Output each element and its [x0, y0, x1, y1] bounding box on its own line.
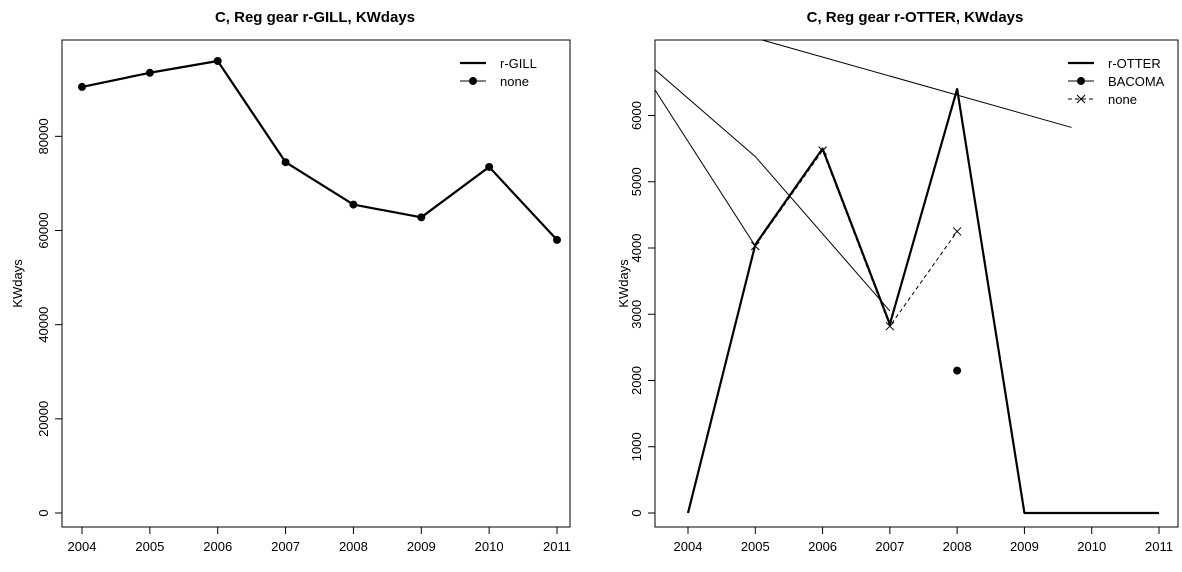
- reference-line: [760, 40, 1072, 128]
- data-point: [952, 227, 962, 236]
- x-tick-label: 2009: [407, 539, 436, 554]
- legend-label: none: [1108, 92, 1137, 107]
- plot-area: [78, 57, 561, 244]
- legend-label: none: [500, 74, 529, 89]
- data-point: [553, 235, 561, 244]
- x-tick-label: 2008: [339, 539, 368, 554]
- y-tick-label: 5000: [629, 167, 644, 196]
- data-point: [485, 162, 494, 171]
- data-point: [145, 68, 154, 77]
- data-point: [417, 213, 426, 222]
- x-tick-label: 2005: [135, 539, 164, 554]
- y-axis-label: KWdays: [616, 259, 631, 308]
- series-line: [81, 59, 558, 241]
- x-tick-label: 2007: [271, 539, 300, 554]
- y-tick-label: 0: [629, 509, 644, 516]
- data-point: [78, 82, 86, 91]
- legend-marker: [1077, 77, 1085, 85]
- legend-label: r-OTTER: [1108, 56, 1161, 71]
- series-line: [81, 60, 558, 241]
- series-line: [686, 87, 1159, 515]
- legend-marker: [1076, 94, 1086, 104]
- x-tick-label: 2009: [1010, 539, 1039, 554]
- reference-line: [655, 89, 756, 247]
- legend-marker: [469, 77, 477, 85]
- data-point: [349, 200, 358, 209]
- chart-title: C, Reg gear r-OTTER, KWdays: [807, 9, 1024, 26]
- data-point: [213, 57, 222, 65]
- y-axis-label: KWdays: [10, 259, 25, 308]
- x-tick-label: 2006: [808, 539, 837, 554]
- data-point: [953, 366, 962, 375]
- x-tick-label: 2004: [68, 539, 97, 554]
- series-line: [754, 149, 958, 328]
- x-tick-label: 2010: [1077, 539, 1106, 554]
- y-tick-label: 40000: [36, 307, 51, 343]
- reference-line: [655, 69, 891, 312]
- y-tick-label: 60000: [36, 212, 51, 248]
- x-tick-label: 2011: [543, 539, 571, 554]
- x-tick-label: 2010: [475, 539, 504, 554]
- plot-frame: [61, 39, 571, 528]
- x-tick-label: 2008: [943, 539, 972, 554]
- legend-label: BACOMA: [1108, 74, 1165, 89]
- y-tick-label: 3000: [629, 300, 644, 329]
- data-point: [885, 321, 895, 331]
- y-tick-label: 0: [36, 509, 51, 516]
- x-tick-label: 2006: [203, 539, 232, 554]
- data-point: [281, 158, 290, 167]
- y-tick-label: 1000: [629, 432, 644, 461]
- data-point: [818, 146, 827, 155]
- y-tick-label: 80000: [36, 118, 51, 154]
- x-tick-label: 2004: [674, 539, 703, 554]
- chart-panel-2: C, Reg gear r-OTTER, KWdays KWdays 2004 200…: [616, 9, 1179, 554]
- y-tick-label: 4000: [629, 234, 644, 263]
- plot-frame: [654, 39, 1179, 528]
- y-tick-label: 20000: [36, 401, 51, 437]
- chart-title: C, Reg gear r-GILL, KWdays: [215, 9, 415, 26]
- plot-area: [655, 40, 1159, 515]
- x-tick-label: 2007: [875, 539, 904, 554]
- x-tick-label: 2011: [1145, 539, 1173, 554]
- chart-panel-1: C, Reg gear r-GILL, KWdays KWdays 2004 2005…: [10, 9, 571, 554]
- data-point: [750, 241, 760, 251]
- legend-label: r-GILL: [500, 56, 537, 71]
- y-tick-label: 6000: [629, 101, 644, 130]
- y-tick-label: 2000: [629, 366, 644, 395]
- x-tick-label: 2005: [741, 539, 770, 554]
